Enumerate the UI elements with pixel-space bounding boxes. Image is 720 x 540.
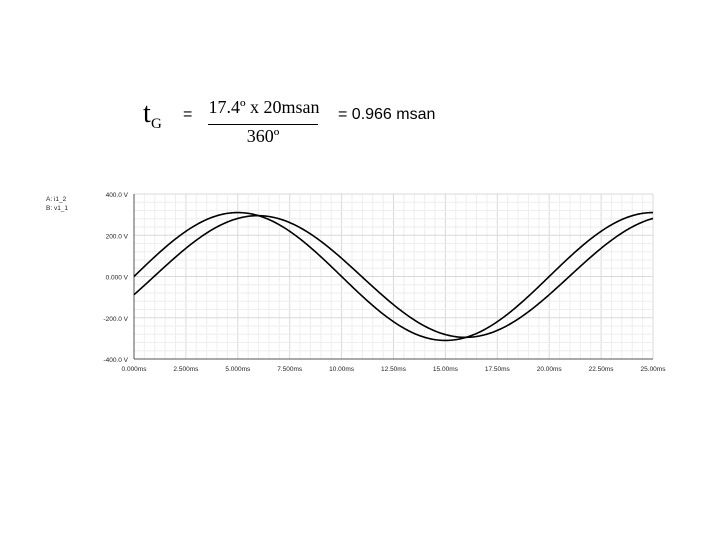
x-tick-label: 7.500ms [277, 366, 303, 373]
legend-entry: A: i1_2 [46, 196, 67, 203]
x-tick-label: 5.000ms [225, 366, 251, 373]
formula-equals: = [183, 106, 193, 123]
formula-numerator: 17.4º x 20msan [208, 97, 320, 117]
series-line [133, 214, 654, 339]
chart-series [133, 211, 654, 342]
x-tick-label: 2.500ms [173, 366, 199, 373]
y-tick-label: -200.0 V [103, 316, 128, 323]
formula-fraction-bar [208, 124, 318, 125]
x-tick-label: 0.000ms [122, 366, 148, 373]
x-tick-label: 20.00ms [537, 366, 563, 373]
series-line [133, 211, 654, 342]
chart-labels: 400.0 V 200.0 V 0.000 V -200.0 V -400.0 V 0.0… [46, 192, 666, 373]
formula-symbol: t [143, 98, 151, 129]
x-tick-label: 22.50ms [589, 366, 615, 373]
formula-result: = 0.966 msan [338, 106, 436, 123]
formula: t G = 17.4º x 20msan 360º = 0.966 msan [0, 0, 720, 160]
legend-entry: B: v1_1 [46, 205, 68, 212]
chart-grid [133, 193, 654, 360]
x-tick-label: 10.00ms [329, 366, 355, 373]
y-tick-label: 200.0 V [106, 233, 129, 240]
formula-subscript: G [151, 116, 162, 132]
x-tick-label: 17.50ms [485, 366, 511, 373]
y-tick-label: 400.0 V [106, 192, 129, 199]
x-tick-label: 12.50ms [381, 366, 407, 373]
x-tick-label: 15.00ms [433, 366, 459, 373]
formula-denominator: 360º [246, 126, 280, 146]
y-tick-label: -400.0 V [103, 357, 128, 364]
x-tick-label: 25.00ms [641, 366, 667, 373]
waveform-chart: 400.0 V 200.0 V 0.000 V -200.0 V -400.0 V 0.0… [46, 192, 666, 373]
y-tick-label: 0.000 V [106, 275, 129, 282]
